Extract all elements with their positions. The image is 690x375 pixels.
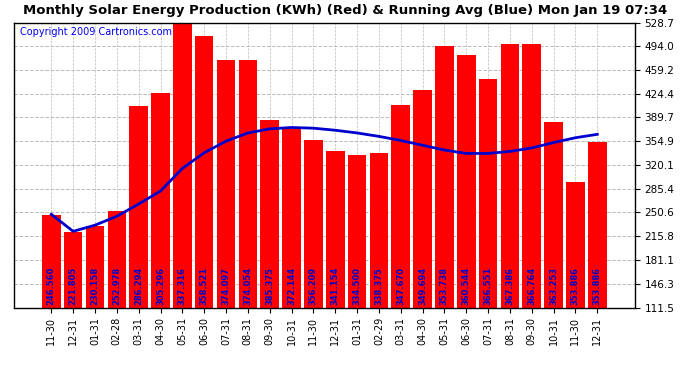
Text: 353.886: 353.886 bbox=[593, 267, 602, 306]
Bar bbox=[130, 106, 148, 375]
Bar bbox=[566, 182, 584, 375]
Text: 360.544: 360.544 bbox=[462, 267, 471, 306]
Text: 338.375: 338.375 bbox=[375, 268, 384, 306]
Text: 353.886: 353.886 bbox=[571, 267, 580, 306]
Bar bbox=[260, 120, 279, 375]
Bar bbox=[282, 129, 301, 375]
Text: 363.253: 363.253 bbox=[549, 267, 558, 306]
Bar bbox=[544, 122, 563, 375]
Text: 385.375: 385.375 bbox=[265, 267, 274, 306]
Bar bbox=[86, 226, 104, 375]
Text: 221.805: 221.805 bbox=[68, 267, 78, 306]
Text: 366.551: 366.551 bbox=[484, 267, 493, 306]
Text: 334.500: 334.500 bbox=[353, 267, 362, 306]
Text: 305.296: 305.296 bbox=[156, 267, 165, 306]
Text: 358.521: 358.521 bbox=[199, 267, 208, 306]
Text: 337.316: 337.316 bbox=[178, 267, 187, 306]
Text: 230.158: 230.158 bbox=[90, 267, 99, 306]
Bar bbox=[42, 215, 61, 375]
Text: 349.694: 349.694 bbox=[418, 267, 427, 306]
Text: 367.386: 367.386 bbox=[506, 267, 515, 306]
Bar bbox=[457, 56, 475, 375]
Bar bbox=[370, 153, 388, 375]
Text: 356.209: 356.209 bbox=[309, 267, 318, 306]
Bar bbox=[435, 46, 454, 375]
Bar bbox=[195, 36, 213, 375]
Bar bbox=[64, 232, 82, 375]
Text: 286.294: 286.294 bbox=[134, 267, 143, 306]
Text: 246.560: 246.560 bbox=[47, 267, 56, 306]
Bar bbox=[217, 60, 235, 375]
Bar bbox=[413, 90, 432, 375]
Text: Monthly Solar Energy Production (KWh) (Red) & Running Avg (Blue) Mon Jan 19 07:3: Monthly Solar Energy Production (KWh) (R… bbox=[23, 4, 667, 17]
Bar bbox=[108, 211, 126, 375]
Bar bbox=[479, 79, 497, 375]
Text: 372.144: 372.144 bbox=[287, 267, 296, 306]
Text: 252.978: 252.978 bbox=[112, 267, 121, 306]
Bar bbox=[151, 93, 170, 375]
Bar bbox=[326, 151, 344, 375]
Bar bbox=[348, 155, 366, 375]
Text: 353.738: 353.738 bbox=[440, 268, 449, 306]
Bar bbox=[588, 142, 607, 375]
Bar bbox=[501, 44, 519, 375]
Bar bbox=[239, 60, 257, 375]
Text: 374.097: 374.097 bbox=[221, 268, 230, 306]
Bar bbox=[173, 24, 192, 375]
Bar bbox=[391, 105, 410, 375]
Text: 366.764: 366.764 bbox=[527, 267, 536, 306]
Text: 347.670: 347.670 bbox=[396, 267, 405, 306]
Bar bbox=[304, 140, 323, 375]
Text: 374.054: 374.054 bbox=[244, 267, 253, 306]
Bar bbox=[522, 44, 541, 375]
Text: 341.154: 341.154 bbox=[331, 267, 339, 306]
Text: Copyright 2009 Cartronics.com: Copyright 2009 Cartronics.com bbox=[20, 27, 172, 37]
